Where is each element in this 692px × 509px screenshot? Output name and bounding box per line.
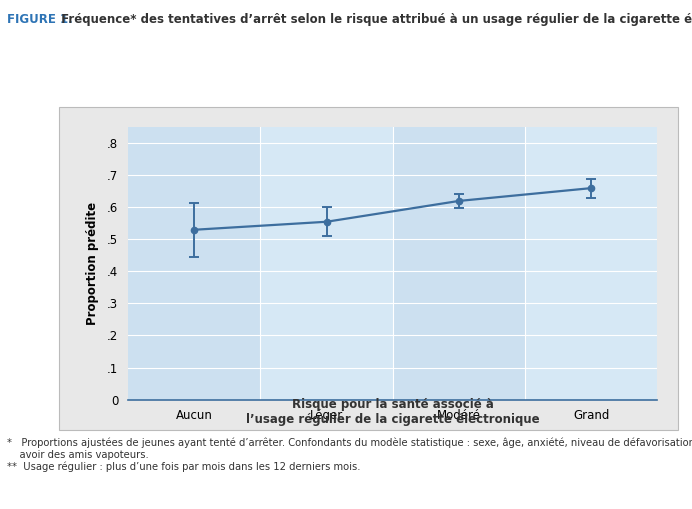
Text: Fréquence* des tentatives d’arrêt selon le risque attribué à un usage régulier d: Fréquence* des tentatives d’arrêt selon … <box>57 13 692 26</box>
Bar <box>392 127 525 400</box>
Text: Risque pour la santé associé à
l’usage régulier de la cigarette électronique: Risque pour la santé associé à l’usage r… <box>246 398 540 426</box>
Bar <box>128 127 260 400</box>
Bar <box>260 127 393 400</box>
Bar <box>525 127 657 400</box>
Text: FIGURE 1.: FIGURE 1. <box>7 13 73 26</box>
Y-axis label: Proportion prédite: Proportion prédite <box>86 202 99 325</box>
Text: *   Proportions ajustées de jeunes ayant tenté d’arrêter. Confondants du modèle : * Proportions ajustées de jeunes ayant t… <box>7 438 692 472</box>
